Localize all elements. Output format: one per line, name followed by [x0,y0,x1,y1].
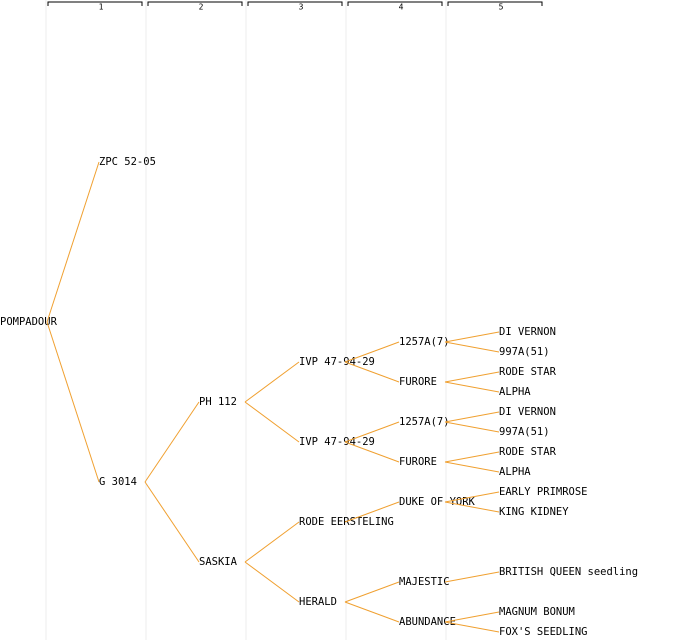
column-bracket [247,1,343,6]
edge [344,601,400,623]
node-label: FOX'S SEEDLING [499,626,588,638]
edge [46,321,100,483]
column-bracket [447,1,543,6]
node-label: ALPHA [499,466,531,478]
column-header: 5 [499,3,504,12]
node-label: DUKE OF YORK [399,496,476,508]
column-bracket [47,1,143,6]
column-bracket [147,1,243,6]
node-label: ABUNDANCE [399,616,456,628]
edge [444,611,500,623]
edge [344,421,400,443]
edge [444,381,500,393]
column-bracket [347,1,443,6]
edge [444,451,500,463]
edge [444,411,500,423]
node-label: FURORE [399,456,437,468]
edge [344,501,400,523]
node-label: RODE STAR [499,366,557,378]
node-label: 1257A(7) [399,416,450,428]
edge [444,461,500,473]
node-label: EARLY PRIMROSE [499,486,588,498]
edge [144,401,200,483]
node-label: 997A(51) [499,426,550,438]
node-label: BRITISH QUEEN seedling [499,566,638,578]
column-header: 3 [299,3,304,12]
node-label: SASKIA [199,556,238,568]
edge [444,341,500,353]
node-label: IVP 47-94-29 [299,356,375,368]
edge [444,501,500,513]
edge [344,581,400,603]
column-header: 1 [99,3,104,12]
edge [144,481,200,563]
edge [444,371,500,383]
column-header: 4 [399,3,404,12]
column-header: 2 [199,3,204,12]
node-label: ZPC 52-05 [99,156,156,168]
edge [444,491,500,503]
node-label: IVP 47-94-29 [299,436,375,448]
edge [344,441,400,463]
edge [344,341,400,363]
node-label: DI VERNON [499,326,556,338]
node-label: POMPADOUR [0,316,58,328]
node-label: PH 112 [199,396,237,408]
node-label: MAGNUM BONUM [499,606,575,618]
node-label: RODE STAR [499,446,557,458]
node-label: DI VERNON [499,406,556,418]
edge [344,361,400,383]
node-label: G 3014 [99,476,137,488]
edge [444,621,500,633]
edge [444,331,500,343]
node-label: HERALD [299,596,337,608]
node-label: ALPHA [499,386,531,398]
node-label: 997A(51) [499,346,550,358]
edge [444,571,500,583]
edge [244,521,300,563]
edge [244,561,300,603]
node-label: 1257A(7) [399,336,450,348]
edge [244,401,300,443]
node-label: KING KIDNEY [499,506,569,518]
edge [244,361,300,403]
edge [444,421,500,433]
node-label: MAJESTIC [399,576,450,588]
node-label: FURORE [399,376,437,388]
edge [46,161,100,323]
